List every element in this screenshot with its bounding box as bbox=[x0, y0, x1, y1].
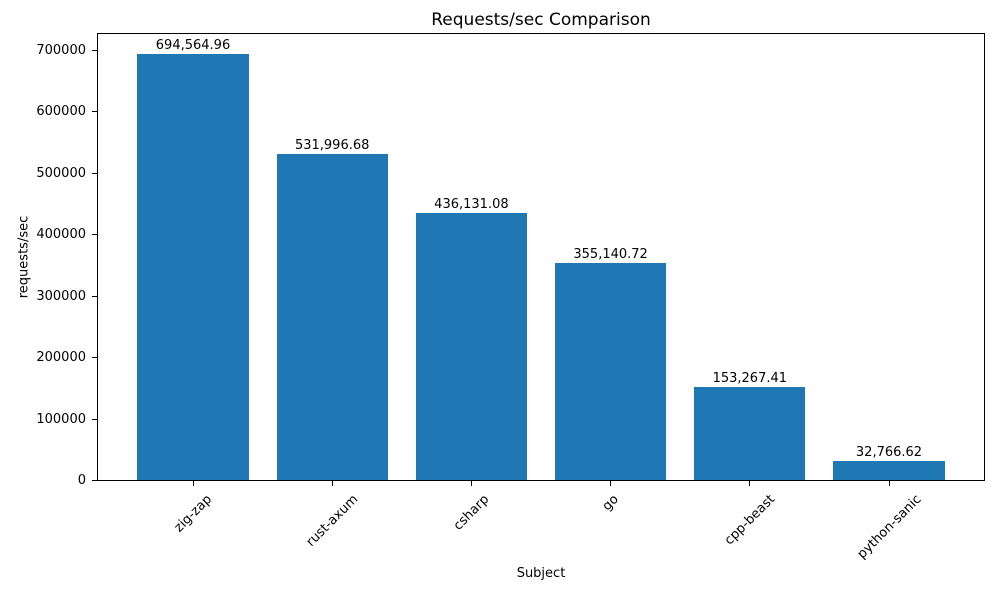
x-tick-label: csharp bbox=[450, 492, 493, 534]
y-tick-label: 600000 bbox=[36, 104, 86, 119]
x-axis-label: Subject bbox=[516, 566, 566, 581]
x-tick-mark bbox=[888, 481, 890, 486]
bar-value-label: 32,766.62 bbox=[855, 444, 923, 460]
bar bbox=[137, 54, 249, 481]
x-tick-mark bbox=[192, 481, 194, 486]
y-tick-mark bbox=[92, 480, 97, 481]
chart-title: Requests/sec Comparison bbox=[431, 10, 651, 30]
x-tick-label: zig-zap bbox=[171, 492, 215, 536]
y-tick-mark bbox=[92, 419, 97, 420]
y-tick-label: 0 bbox=[77, 473, 86, 488]
x-tick-label: go bbox=[599, 492, 622, 515]
y-tick-mark bbox=[92, 111, 97, 112]
y-tick-mark bbox=[92, 296, 97, 297]
bar bbox=[833, 460, 945, 481]
bar-value-label: 694,564.96 bbox=[155, 38, 231, 54]
x-tick-label: cpp-beast bbox=[721, 492, 778, 549]
x-tick-mark bbox=[610, 481, 612, 486]
y-tick-label: 400000 bbox=[36, 227, 86, 242]
y-tick-mark bbox=[92, 234, 97, 235]
bar-value-label: 531,996.68 bbox=[294, 138, 370, 154]
y-tick-label: 200000 bbox=[36, 350, 86, 365]
x-tick-mark bbox=[331, 481, 333, 486]
bar bbox=[415, 213, 527, 481]
y-tick-label: 100000 bbox=[36, 412, 86, 427]
y-tick-label: 500000 bbox=[36, 166, 86, 181]
y-tick-label: 700000 bbox=[36, 43, 86, 58]
plot-area bbox=[97, 33, 985, 481]
bar-value-label: 153,267.41 bbox=[712, 370, 788, 386]
bar-value-label: 436,131.08 bbox=[434, 197, 509, 213]
y-tick-label: 300000 bbox=[36, 289, 86, 304]
y-tick-mark bbox=[92, 50, 97, 51]
x-tick-label: python-sanic bbox=[854, 492, 925, 562]
y-tick-mark bbox=[92, 357, 97, 358]
y-tick-mark bbox=[92, 173, 97, 174]
bar bbox=[276, 154, 388, 481]
x-tick-label: rust-axum bbox=[303, 492, 362, 550]
x-tick-mark bbox=[470, 481, 472, 486]
bar bbox=[694, 386, 806, 481]
bar-value-label: 355,140.72 bbox=[573, 246, 648, 262]
x-tick-mark bbox=[749, 481, 751, 486]
bar bbox=[554, 262, 667, 481]
